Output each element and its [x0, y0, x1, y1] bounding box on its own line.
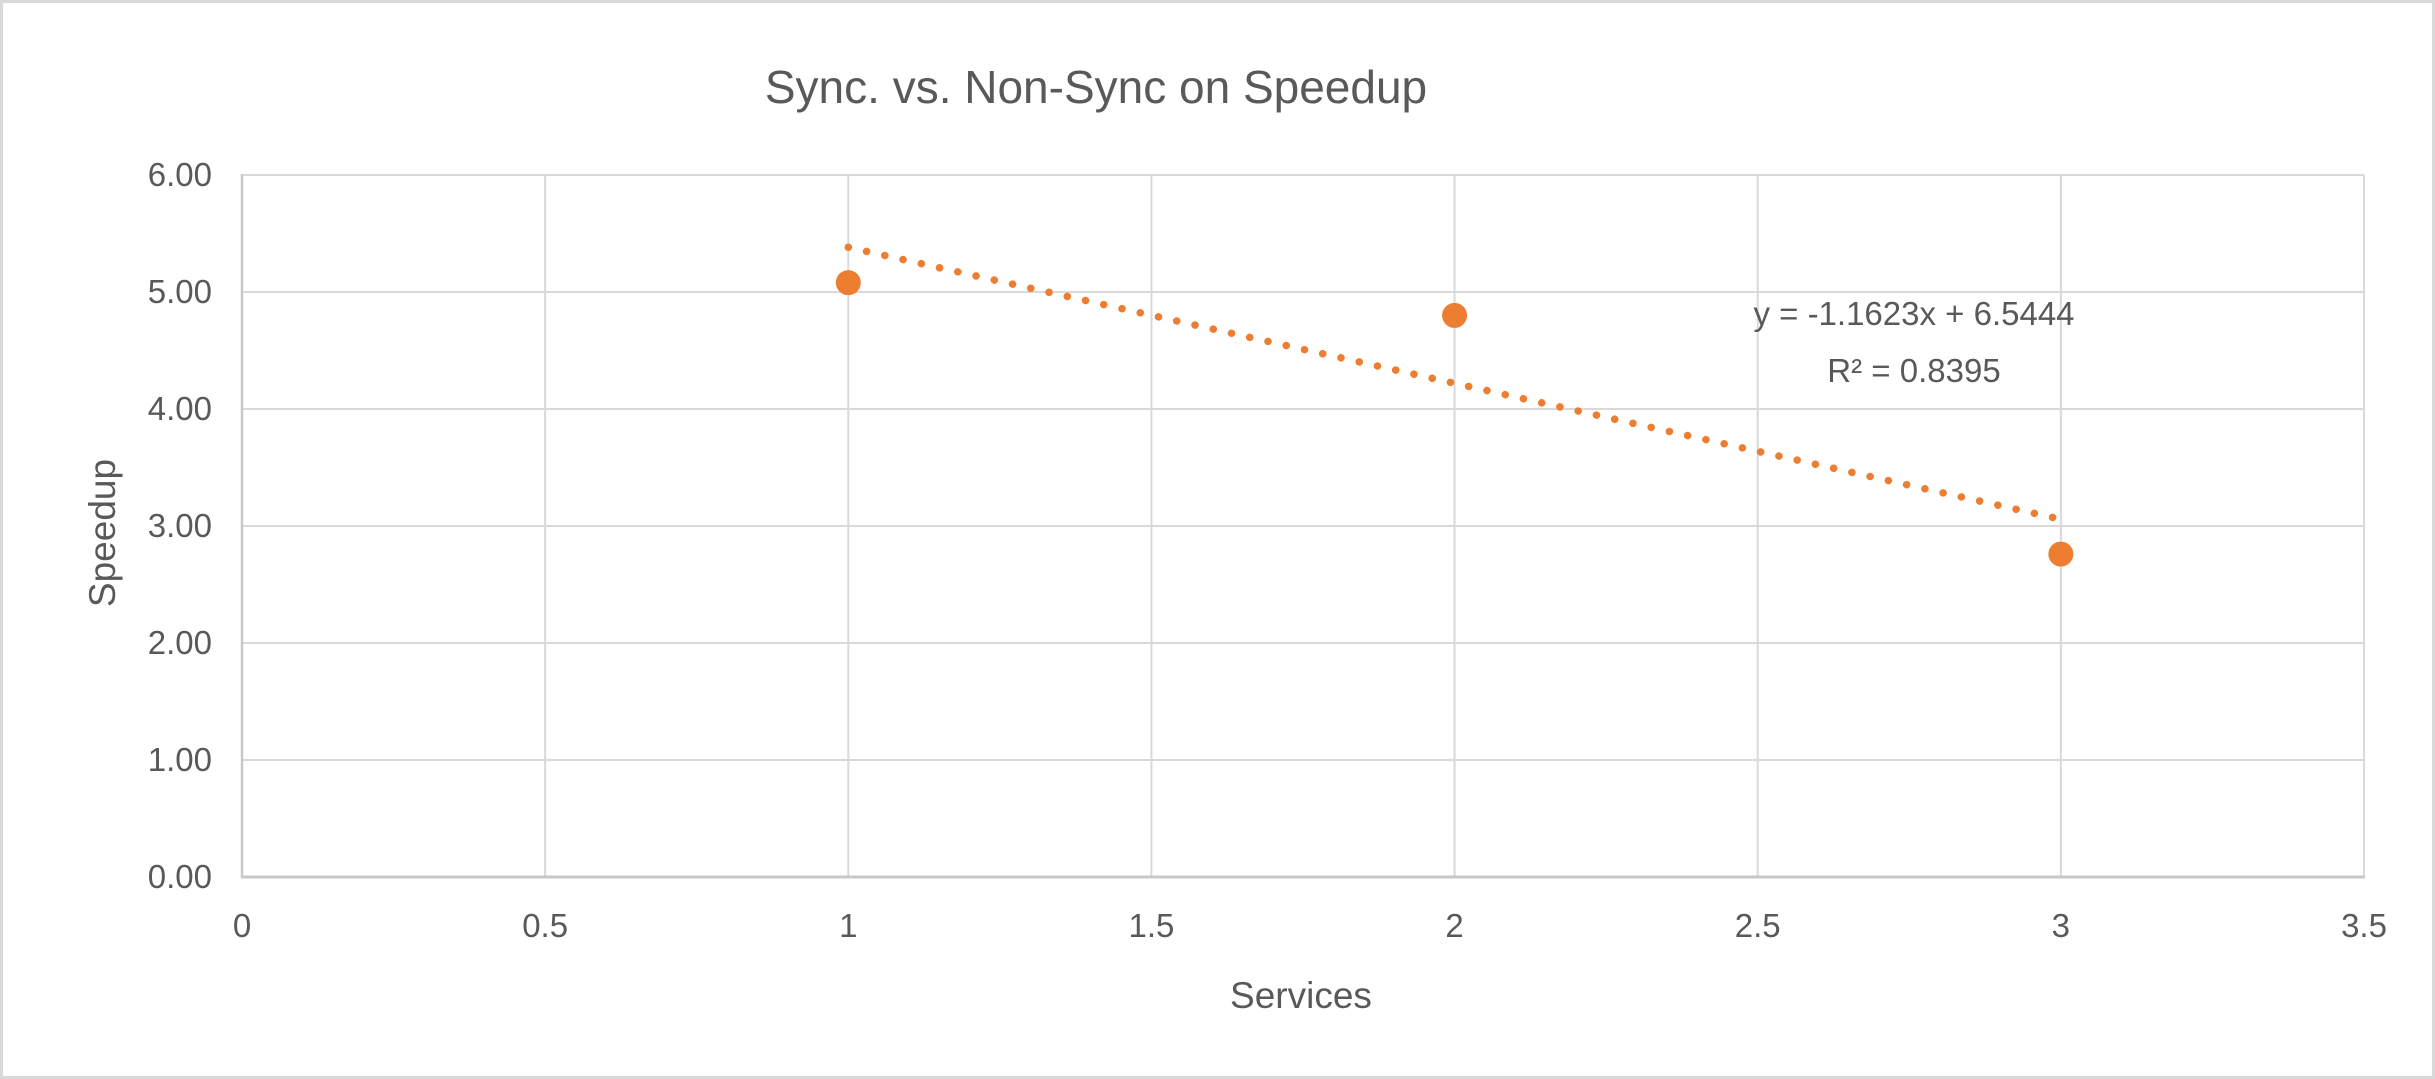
data-point [2048, 541, 2074, 567]
data-point [1442, 302, 1468, 328]
y-tick-label: 5.00 [147, 273, 212, 310]
y-tick-label: 1.00 [147, 741, 212, 778]
x-tick-label: 3 [2051, 907, 2071, 944]
y-tick-label: 0.00 [147, 858, 212, 895]
trendline-equation: y = -1.1623x + 6.5444 [1753, 295, 2075, 332]
x-axis-title: Services [1230, 975, 1372, 1016]
y-tick-label: 4.00 [147, 390, 212, 427]
x-tick-label: 1 [839, 907, 858, 944]
x-tick-label: 2 [1445, 907, 1464, 944]
y-axis-title: Speedup [82, 458, 123, 608]
trendline-label: y = -1.1623x + 6.5444 R² = 0.8395 [1753, 285, 2074, 399]
y-tick-label: 6.00 [147, 156, 212, 193]
x-tick-label: 1.5 [1128, 907, 1175, 944]
trendline [844, 243, 2065, 524]
x-tick-label: 0.5 [522, 907, 569, 944]
y-tick-label: 3.00 [147, 507, 212, 544]
trendline-r-squared: R² = 0.8395 [1827, 352, 2001, 389]
data-point [835, 270, 861, 296]
chart-title: Sync. vs. Non-Sync on Speedup [764, 61, 1428, 113]
x-tick-label: 2.5 [1734, 907, 1781, 944]
x-tick-label: 0 [232, 907, 252, 944]
x-tick-label: 3.5 [2341, 907, 2387, 944]
y-tick-label: 2.00 [147, 624, 212, 661]
plot-area [240, 174, 2365, 879]
